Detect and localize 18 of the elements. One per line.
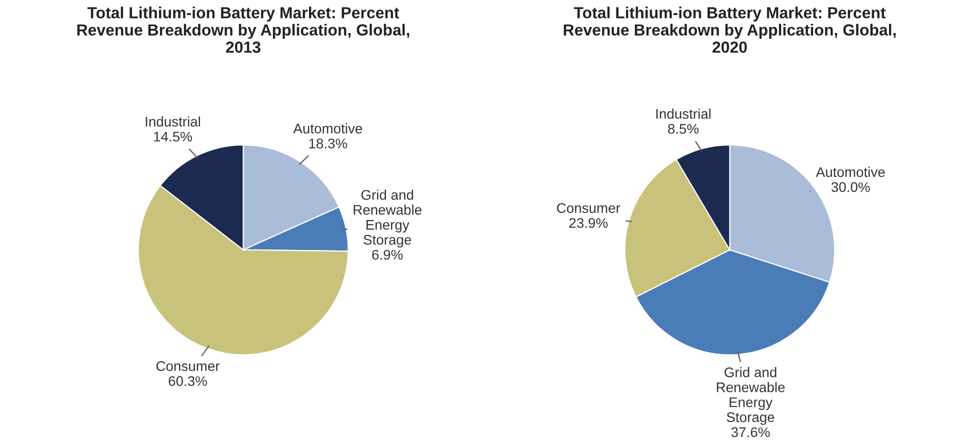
data-label: 6.9% <box>372 250 403 260</box>
data-label: 14.5% <box>154 132 192 142</box>
slice-label: Industrial <box>146 116 200 127</box>
slice-label: Automotive <box>816 166 885 178</box>
slice-label: Automotive <box>293 123 362 134</box>
slice-label: Consumer <box>557 203 620 213</box>
slice-label: Industrial <box>656 108 711 119</box>
chart-title: Total Lithium-ion Battery Market: Percent Revenue Breakdown by Application, Global, 2013 <box>77 6 410 53</box>
data-label: 30.0% <box>831 182 870 192</box>
slice-label: Consumer <box>156 361 220 372</box>
data-label: 18.3% <box>309 138 348 148</box>
slice-label: Grid and Renewable Energy Storage <box>354 190 422 248</box>
slice-label: Grid and Renewable Energy Storage <box>716 367 785 425</box>
data-label: 60.3% <box>168 376 207 386</box>
data-label: 37.6% <box>731 427 770 438</box>
data-label: 8.5% <box>668 124 699 134</box>
data-label: 23.9% <box>569 218 608 228</box>
chart-title: Total Lithium-ion Battery Market: Percent Revenue Breakdown by Application, Global, 2020 <box>564 6 896 53</box>
